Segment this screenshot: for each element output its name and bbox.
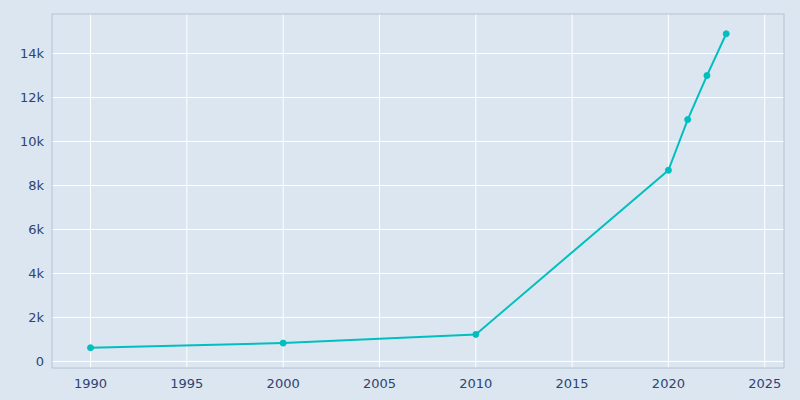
- data-point: [704, 73, 710, 79]
- x-tick-label: 2000: [267, 376, 300, 391]
- data-point: [473, 331, 479, 337]
- y-tick-label: 2k: [28, 310, 44, 325]
- x-tick-label: 2020: [652, 376, 685, 391]
- plot-frame: [52, 14, 784, 368]
- axes: 1990 1995 2000 2005 2010 2015 2020 2025 0 2k 4k 6k 8…: [20, 46, 781, 391]
- y-tick-label: 12k: [20, 90, 45, 105]
- data-point: [723, 31, 729, 37]
- data-point: [665, 167, 671, 173]
- x-tick-label: 2015: [556, 376, 589, 391]
- chart-container: 1990 1995 2000 2005 2010 2015 2020 2025 0 2k 4k 6k 8…: [0, 0, 800, 400]
- chart-svg: 1990 1995 2000 2005 2010 2015 2020 2025 0 2k 4k 6k 8…: [0, 0, 800, 400]
- x-grid-line: [379, 14, 380, 368]
- y-grid-line: [52, 97, 784, 98]
- population-line: [91, 34, 727, 348]
- x-grid-line: [283, 14, 284, 368]
- x-grid-line: [475, 14, 476, 368]
- x-tick-label: 2025: [748, 376, 781, 391]
- grid: [52, 14, 784, 368]
- data-point: [88, 345, 94, 351]
- x-tick-label: 1990: [74, 376, 107, 391]
- x-grid-line: [764, 14, 765, 368]
- y-grid-line: [52, 53, 784, 54]
- data-layer: [88, 31, 730, 351]
- y-tick-label: 14k: [20, 46, 45, 61]
- y-tick-label: 10k: [20, 134, 45, 149]
- x-tick-label: 2010: [459, 376, 492, 391]
- y-tick-label: 0: [36, 354, 44, 369]
- x-grid-line: [572, 14, 573, 368]
- y-grid-line: [52, 361, 784, 362]
- plot-background: [52, 14, 784, 368]
- x-grid-line: [186, 14, 187, 368]
- y-grid-line: [52, 141, 784, 142]
- y-grid-line: [52, 273, 784, 274]
- x-tick-label: 1995: [170, 376, 203, 391]
- y-grid-line: [52, 185, 784, 186]
- y-grid-line: [52, 229, 784, 230]
- y-tick-label: 8k: [28, 178, 44, 193]
- y-tick-label: 6k: [28, 222, 44, 237]
- data-point: [280, 340, 286, 346]
- x-grid-line: [668, 14, 669, 368]
- data-point: [685, 117, 691, 123]
- x-tick-label: 2005: [363, 376, 396, 391]
- y-grid-line: [52, 317, 784, 318]
- y-tick-label: 4k: [28, 266, 44, 281]
- x-grid-line: [90, 14, 91, 368]
